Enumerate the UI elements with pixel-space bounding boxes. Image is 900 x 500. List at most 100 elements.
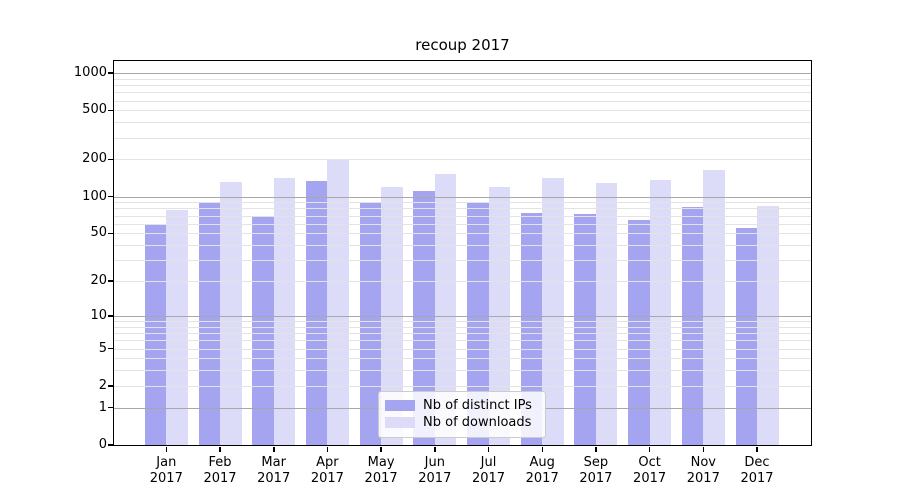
y-tick-mark-10 [108, 315, 114, 317]
y-tick-label-0: 0 [98, 437, 107, 452]
y-tick-mark-5 [108, 347, 114, 350]
x-tick-month: Mar [261, 455, 286, 470]
legend-item-distinct-ips: Nb of distinct IPs [385, 397, 537, 414]
x-tick-month: May [367, 455, 395, 470]
minor-gridline-500 [114, 110, 811, 112]
legend-label-downloads: Nb of downloads [423, 415, 532, 430]
minor-gridline-70 [114, 215, 811, 217]
x-tick-label-may: May 2017 [349, 455, 413, 487]
y-tick-label-50: 50 [90, 225, 107, 241]
x-tick-label-oct: Oct 2017 [618, 455, 682, 487]
y-tick-label-200: 200 [82, 151, 107, 167]
major-gridline-10 [114, 315, 811, 317]
x-tick-year: 2017 [364, 471, 398, 486]
x-tick-label-aug: Aug 2017 [510, 455, 574, 487]
bar-distinct-ips-oct [628, 220, 650, 445]
chart-title: recoup 2017 [415, 36, 510, 54]
x-tick-year: 2017 [418, 471, 452, 486]
x-tick-month: Nov [690, 455, 716, 470]
legend-item-downloads: Nb of downloads [385, 414, 537, 431]
minor-gridline-60 [114, 223, 811, 225]
x-tick-month: Oct [638, 455, 661, 470]
bar-distinct-ips-aug [520, 212, 543, 445]
x-tick-label-nov: Nov 2017 [671, 455, 735, 487]
y-tick-mark-50 [108, 232, 114, 234]
y-tick-mark-500 [108, 109, 114, 111]
minor-gridline-30 [114, 260, 811, 262]
x-tick-month: Feb [208, 455, 232, 470]
bar-distinct-ips-feb [198, 202, 220, 445]
bar-downloads-apr [327, 158, 349, 445]
y-tick-label-1: 1 [98, 399, 107, 415]
minor-gridline-40 [114, 245, 811, 246]
y-tick-mark-200 [108, 158, 114, 161]
x-tick-label-jun: Jun 2017 [403, 455, 467, 487]
bar-distinct-ips-nov [681, 207, 704, 445]
bar-downloads-feb [220, 182, 242, 445]
bar-downloads-dec [757, 206, 779, 445]
y-tick-label-10: 10 [90, 307, 107, 323]
x-tick-mark-feb [219, 447, 221, 452]
minor-gridline-50 [114, 233, 811, 235]
minor-gridline-8 [114, 326, 811, 328]
legend-label-distinct-ips: Nb of distinct IPs [423, 398, 532, 413]
x-tick-year: 2017 [579, 471, 613, 486]
bar-downloads-jun [434, 173, 457, 445]
x-tick-mark-aug [541, 447, 543, 452]
x-tick-label-jan: Jan 2017 [134, 455, 198, 487]
x-tick-year: 2017 [686, 471, 720, 486]
minor-gridline-20 [114, 281, 811, 283]
minor-gridline-800 [114, 85, 811, 86]
x-tick-month: Sep [583, 455, 609, 470]
minor-gridline-9 [114, 321, 811, 322]
y-tick-mark-20 [108, 280, 114, 282]
bar-downloads-oct [649, 179, 672, 445]
bar-distinct-ips-jun [413, 191, 435, 445]
x-tick-mark-sep [595, 447, 597, 452]
x-tick-mark-apr [326, 447, 329, 452]
bar-distinct-ips-may [359, 203, 382, 445]
x-tick-mark-dec [756, 447, 758, 452]
bar-distinct-ips-jan [144, 224, 167, 445]
major-gridline-100 [114, 196, 811, 198]
minor-gridline-400 [114, 122, 811, 124]
x-tick-label-jul: Jul 2017 [457, 455, 521, 487]
x-tick-year: 2017 [203, 471, 237, 486]
x-tick-label-feb: Feb 2017 [188, 455, 252, 487]
x-tick-label-dec: Dec 2017 [725, 455, 789, 487]
minor-gridline-90 [114, 202, 811, 204]
x-tick-mark-oct [648, 447, 651, 452]
x-tick-mark-may [380, 447, 382, 452]
y-tick-mark-1000 [108, 72, 114, 74]
y-tick-mark-0 [108, 444, 114, 446]
legend-swatch-downloads-icon [385, 417, 415, 428]
bar-distinct-ips-mar [252, 215, 274, 445]
x-tick-year: 2017 [257, 471, 291, 486]
bar-downloads-mar [273, 177, 296, 445]
minor-gridline-900 [114, 78, 811, 80]
minor-gridline-80 [114, 208, 811, 210]
minor-gridline-7 [114, 333, 811, 334]
bar-distinct-ips-dec [735, 228, 757, 445]
y-tick-mark-2 [108, 385, 114, 387]
x-tick-mark-jun [434, 447, 436, 452]
x-tick-mark-jul [487, 447, 490, 452]
bar-downloads-sep [595, 182, 618, 445]
x-tick-label-mar: Mar 2017 [242, 455, 306, 487]
minor-gridline-6 [114, 340, 811, 342]
legend: Nb of distinct IPs Nb of downloads [378, 391, 546, 438]
y-tick-label-500: 500 [82, 102, 107, 118]
minor-gridline-4 [114, 358, 811, 360]
x-tick-month: Jan [156, 455, 177, 470]
x-tick-label-sep: Sep 2017 [564, 455, 628, 487]
major-gridline-1000 [114, 73, 811, 74]
x-tick-year: 2017 [471, 471, 506, 486]
plot-area: Nb of distinct IPs Nb of downloads [113, 60, 812, 446]
legend-swatch-distinct-ips-icon [385, 400, 415, 411]
x-tick-month: Jul [480, 455, 497, 470]
minor-gridline-300 [114, 137, 811, 139]
x-tick-month: Aug [529, 455, 555, 470]
x-tick-year: 2017 [525, 471, 559, 486]
bar-downloads-nov [703, 169, 725, 445]
y-tick-label-2: 2 [98, 377, 107, 393]
